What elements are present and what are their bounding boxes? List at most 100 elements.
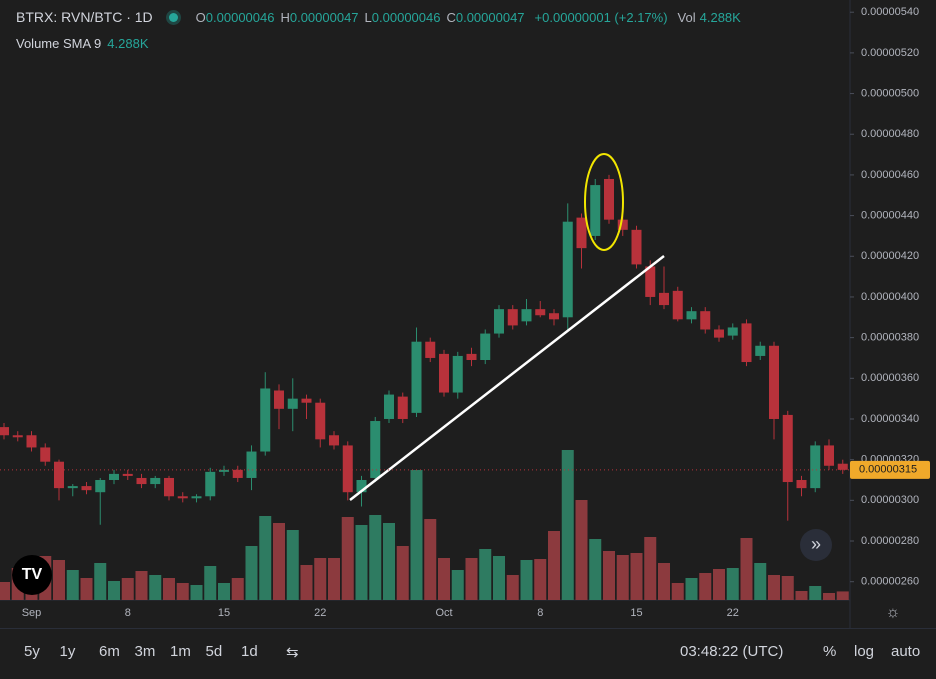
period-button[interactable]: 6m [99,643,120,660]
y-tick-label: 0.00000300 [861,494,919,506]
candle-body [645,266,656,297]
candle-body [549,313,559,320]
candle-body [562,221,573,318]
volume-bar [671,583,684,600]
candle-body [617,219,628,230]
y-tick-label: 0.00000420 [861,250,919,262]
volume-bar [520,560,533,600]
period-button[interactable]: 1m [170,643,191,660]
volume-bar [506,575,519,600]
candle-body [590,185,601,236]
legend-key: O [195,9,206,25]
candle-body [122,473,133,476]
volume-bar [644,537,657,600]
study-legend: Volume SMA 9 4.288K [16,36,148,51]
candle-body [425,341,436,358]
bottom-toolbar: ⇆ 03:48:22 (UTC) 5y 1y 6m 3m 1m 5d 1d% log auto [0,628,936,679]
x-tick-label: 8 [537,607,543,619]
candle-body [480,333,491,360]
volume-bar [245,546,258,600]
volume-bar [809,586,822,600]
candle-body [260,388,271,452]
candle-body [411,341,422,413]
volume-bar [149,575,162,600]
y-tick-label: 0.00000480 [861,128,919,140]
volume-bar [823,593,835,600]
candle-body [439,353,449,393]
legend-value: 0.00000047 [289,9,359,25]
candle-body [769,345,779,419]
volume-bar [231,578,244,600]
candle-body [274,390,284,409]
candle-body [507,309,518,326]
candle-body [466,353,477,360]
volume-bar [66,570,79,600]
settings-icon[interactable]: ☼ [886,604,901,621]
x-tick-label: 8 [125,607,131,619]
volume-bar [396,546,409,600]
volume-bar [383,523,395,600]
date-range-icon[interactable]: ⇆ [286,644,299,661]
candle-body [164,477,174,497]
period-button[interactable]: 3m [134,643,156,660]
last-price-badge [850,460,930,479]
period-button[interactable]: 5y [24,643,40,660]
volume-bar [726,568,739,600]
scale-button[interactable]: auto [891,643,921,660]
scale-button[interactable]: % [823,643,837,660]
candle-body [714,329,724,338]
candle-body [67,486,78,489]
ohlc: O 0.00000046 H 0.00000047 L 0.00000046 C 0.0000… [196,10,531,25]
candle-body [521,309,532,322]
volume-bar [0,582,10,600]
volume-bar [286,530,299,600]
scroll-to-latest[interactable]: » [800,529,832,561]
y-tick-label: 0.00000280 [861,535,919,547]
volume-bar [190,585,203,600]
candle-body [755,345,766,356]
period-button[interactable]: 1d [241,643,258,660]
clock: 03:48:22 (UTC) [680,643,784,660]
legend-value: 0.00000046 [205,9,275,25]
legend-value: 0.00000046 [371,9,441,25]
candle-layer [0,174,848,525]
legend-key: H [280,9,290,25]
candle-body [136,477,147,485]
volume-bar [410,470,423,600]
volume-bar [176,583,189,600]
volume-bar [575,500,588,600]
candle-body [205,471,216,497]
last-price-label: 0.00000315 [859,464,917,476]
candle-body [54,461,64,489]
x-tick-label: Sep [22,607,42,619]
candle-body [109,473,119,480]
candle-body [535,309,546,316]
candle-body [796,480,807,489]
candle-body [329,435,339,446]
x-tick-label: 15 [630,607,642,619]
candle-body [177,496,188,499]
period-button[interactable]: 5d [205,643,223,660]
volume-bar [121,578,134,600]
candle-body [40,447,51,462]
x-tick-label: Oct [435,607,452,619]
legend: BTRX: RVN/BTC · 1D O 0.00000046 H 0.0000004… [16,9,747,25]
candle-body [782,414,793,483]
volume-bar [273,523,285,600]
y-tick-label: 0.00000260 [861,576,919,588]
volume-bar [108,581,120,600]
volume-bar [548,531,560,600]
volume-bar [53,560,65,600]
volume-bar [465,558,478,600]
period-button[interactable]: 1y [59,643,76,660]
scale-button[interactable]: log [854,643,875,660]
study-name: Volume SMA 9 [16,36,102,51]
volume-bar [424,519,437,600]
logo[interactable]: TV [12,555,52,595]
volume-bar [369,515,382,600]
candle-body [370,421,381,478]
candle-body [494,309,504,334]
volume-bar [135,571,148,600]
y-tick-label: 0.00000460 [861,169,919,181]
candle-body [315,402,326,440]
